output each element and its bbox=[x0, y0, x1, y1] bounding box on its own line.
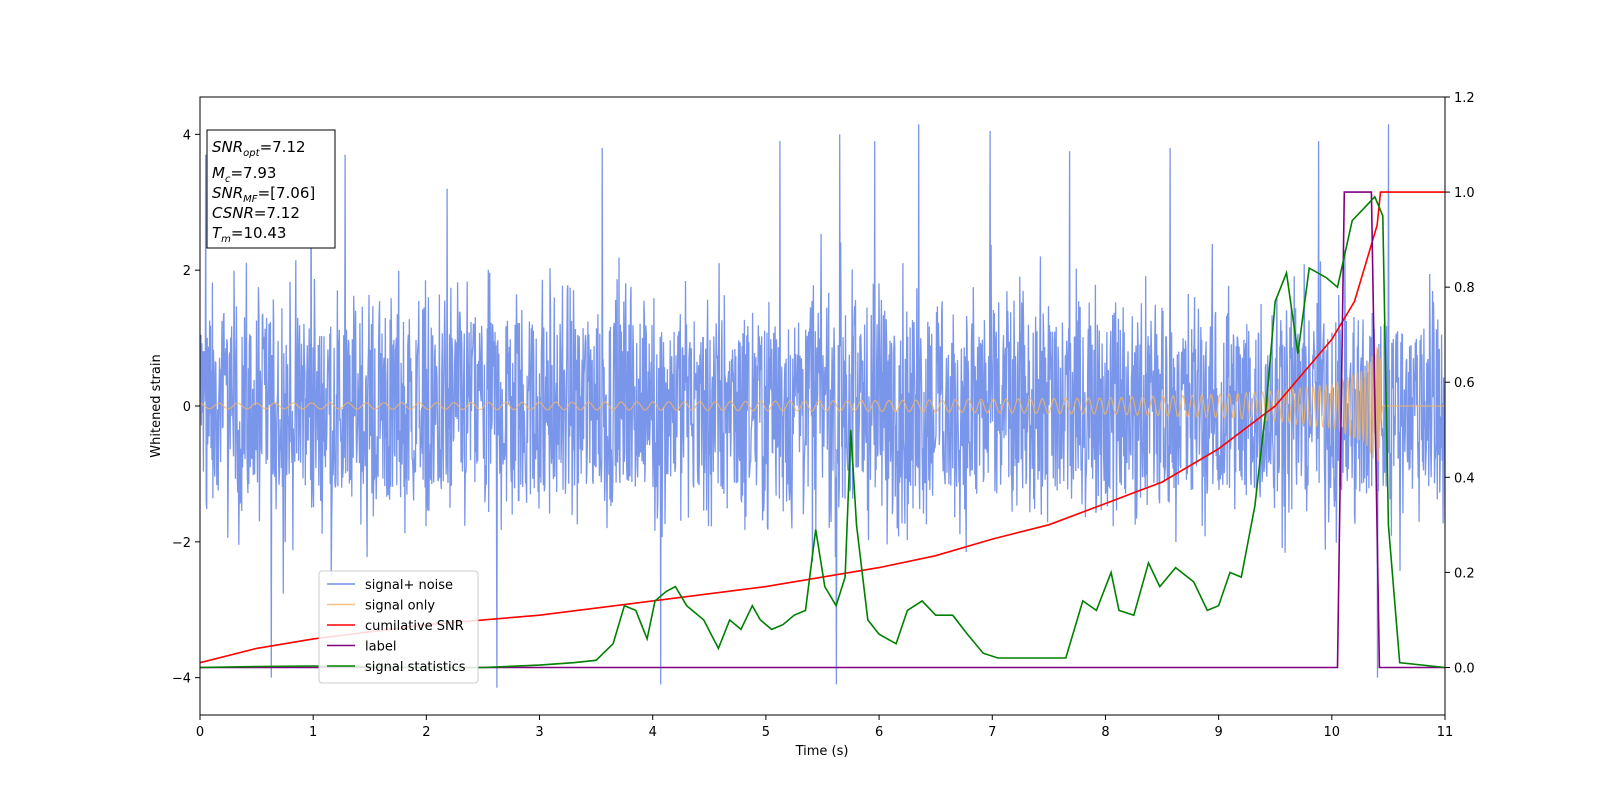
legend-item: label bbox=[327, 640, 396, 655]
info-mc: Mc=7.93 bbox=[212, 164, 276, 185]
info-tm: Tm=10.43 bbox=[212, 224, 286, 245]
x-tick-label: 11 bbox=[1437, 725, 1454, 740]
legend-label: signal only bbox=[365, 599, 435, 614]
x-tick-label: 7 bbox=[988, 725, 996, 740]
x-tick-label: 0 bbox=[196, 725, 204, 740]
x-tick-label: 3 bbox=[535, 725, 543, 740]
y-axis-label: Whitened strain bbox=[149, 354, 164, 457]
y-tick-label: −4 bbox=[172, 672, 191, 687]
x-tick-label: 8 bbox=[1101, 725, 1109, 740]
y2-tick-label: 0.2 bbox=[1454, 566, 1475, 581]
x-tick-label: 2 bbox=[422, 725, 430, 740]
legend-label: signal+ noise bbox=[365, 578, 453, 593]
y-tick-label: 0 bbox=[183, 400, 191, 415]
legend-item: signal+ noise bbox=[327, 578, 453, 593]
x-tick-label: 1 bbox=[309, 725, 317, 740]
x-tick-label: 10 bbox=[1324, 725, 1341, 740]
legend-frame bbox=[318, 570, 479, 684]
y2-tick-label: 0.4 bbox=[1454, 471, 1475, 486]
info-snr-opt: SNRopt=7.12 bbox=[212, 138, 306, 159]
series-signal-statistics bbox=[200, 195, 1445, 669]
legend-entries: signal+ noise signal only cumilative SNR la… bbox=[327, 578, 466, 675]
legend-label: label bbox=[365, 640, 396, 655]
y-tick-label: −2 bbox=[172, 536, 191, 551]
y2-tick-label: 1.0 bbox=[1454, 186, 1475, 201]
y2-tick-label: 1.2 bbox=[1454, 91, 1475, 106]
x-axis: 0 1 2 3 4 5 6 7 8 9 10 11 bbox=[196, 715, 1453, 740]
x-tick-label: 4 bbox=[649, 725, 657, 740]
legend-item: cumilative SNR bbox=[327, 619, 464, 634]
x-tick-label: 5 bbox=[762, 725, 770, 740]
series-signal-noise bbox=[200, 124, 1445, 688]
legend-label: signal statistics bbox=[365, 660, 466, 675]
y2-tick-label: 0.8 bbox=[1454, 281, 1475, 296]
series-label bbox=[200, 191, 1445, 669]
info-csnr: CSNR=7.12 bbox=[212, 204, 300, 222]
legend: signal+ noise signal only cumilative SNR la… bbox=[318, 570, 479, 684]
info-box-frame bbox=[206, 129, 336, 249]
x-axis-label: Time (s) bbox=[795, 744, 849, 759]
y2-tick-label: 0.6 bbox=[1454, 376, 1475, 391]
y-tick-label: 4 bbox=[183, 128, 191, 143]
y-axis-left: −4 −2 0 2 4 bbox=[172, 128, 200, 687]
y-tick-label: 2 bbox=[183, 264, 191, 279]
x-tick-label: 6 bbox=[875, 725, 883, 740]
series-signal-only bbox=[200, 346, 1445, 462]
legend-item: signal only bbox=[327, 599, 435, 614]
y2-tick-label: 0.0 bbox=[1454, 661, 1475, 676]
y-axis-right: 0.0 0.2 0.4 0.6 0.8 1.0 1.2 bbox=[1445, 91, 1475, 676]
info-box: SNRopt=7.12 Mc=7.93 SNRMF=[7.06] CSNR=7.… bbox=[206, 129, 336, 249]
legend-label: cumilative SNR bbox=[365, 619, 464, 634]
info-snr-mf: SNRMF=[7.06] bbox=[212, 184, 315, 205]
legend-item: signal statistics bbox=[327, 660, 466, 675]
x-tick-label: 9 bbox=[1214, 725, 1222, 740]
